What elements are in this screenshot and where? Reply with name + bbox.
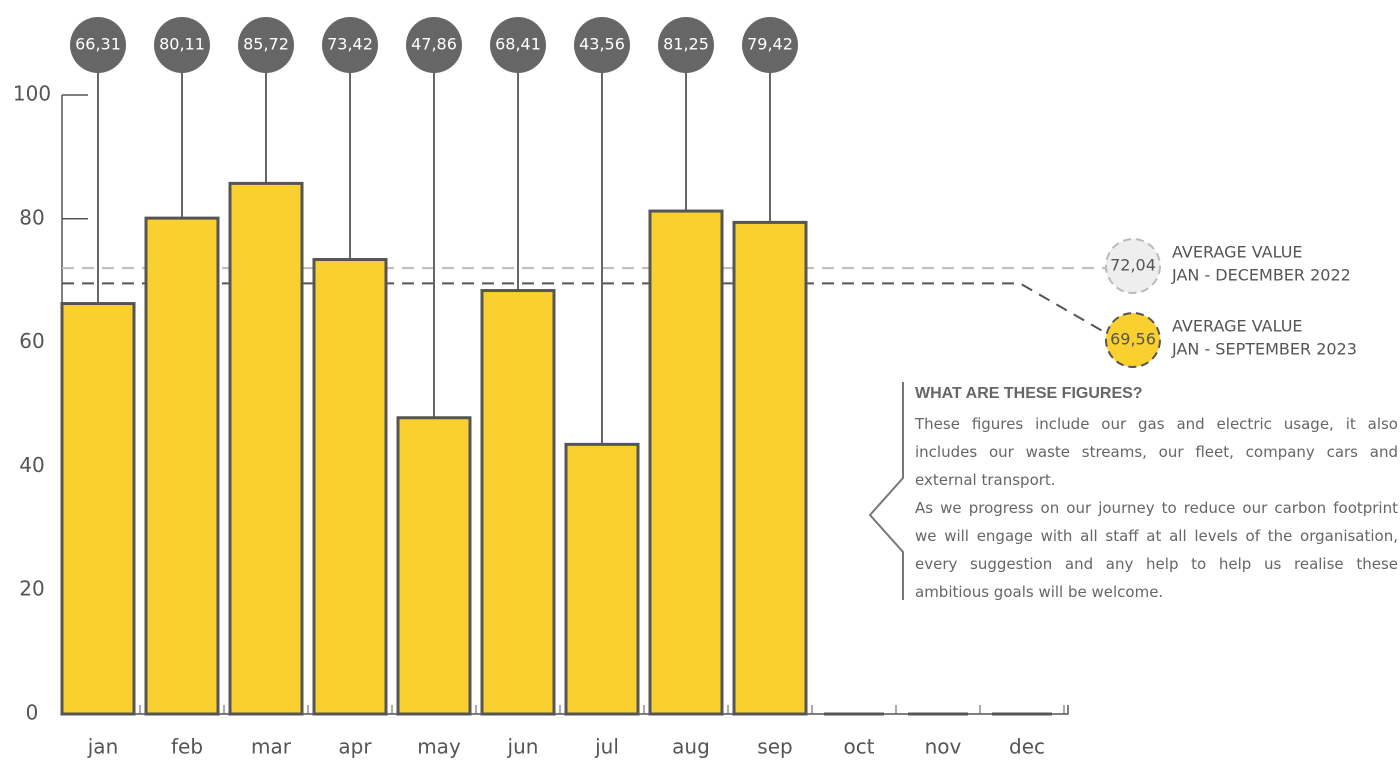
x-tick-label: oct	[843, 735, 874, 759]
x-tick-label: jun	[507, 735, 539, 759]
bar	[648, 209, 724, 716]
bar	[312, 258, 388, 716]
x-tick-label: nov	[925, 735, 962, 759]
value-label: 66,31	[75, 35, 121, 54]
y-tick-label: 20	[19, 577, 44, 601]
reference-text: AVERAGE VALUE	[1172, 317, 1303, 336]
reference-text: JAN - DECEMBER 2022	[1171, 266, 1351, 285]
value-badge	[574, 17, 630, 73]
brace	[868, 382, 904, 600]
y-tick-label: 100	[13, 82, 51, 106]
info-heading: WHAT ARE THESE FIGURES?	[915, 385, 1143, 402]
x-tick-label: feb	[171, 735, 203, 759]
reference-badge	[1105, 238, 1161, 294]
x-tick-label: mar	[251, 735, 292, 759]
value-label: 80,11	[159, 35, 205, 54]
x-tick-label: may	[417, 735, 461, 759]
x-tick-label: apr	[338, 735, 372, 759]
x-tick-label: aug	[672, 735, 710, 759]
value-badge	[322, 17, 378, 73]
value-badge	[406, 17, 462, 73]
value-label: 81,25	[663, 35, 709, 54]
x-tick-label: jan	[87, 735, 119, 759]
value-label: 43,56	[579, 35, 625, 54]
reference-label: 72,04	[1110, 256, 1156, 275]
bar	[60, 302, 136, 716]
y-tick-label: 0	[26, 701, 39, 725]
reference-text: AVERAGE VALUE	[1172, 243, 1303, 262]
y-tick-label: 60	[19, 329, 44, 353]
reference-label: 69,56	[1110, 330, 1156, 349]
value-badge	[70, 17, 126, 73]
x-tick-label: sep	[757, 735, 792, 759]
value-badge	[154, 17, 210, 73]
reference-text: JAN - SEPTEMBER 2023	[1171, 340, 1357, 359]
x-tick-label: dec	[1009, 735, 1045, 759]
value-badge	[490, 17, 546, 73]
value-badge	[238, 17, 294, 73]
value-label: 79,42	[747, 35, 793, 54]
value-label: 47,86	[411, 35, 457, 54]
reference-badge	[1105, 312, 1161, 368]
value-label: 85,72	[243, 35, 289, 54]
bar	[564, 442, 640, 716]
bar	[480, 289, 556, 716]
x-tick-label: jul	[594, 735, 619, 759]
reference-line	[62, 282, 1107, 334]
value-badge	[742, 17, 798, 73]
value-label: 68,41	[495, 35, 541, 54]
y-tick-label: 40	[19, 453, 44, 477]
value-badge	[658, 17, 714, 73]
info-paragraph: As we progress on our journey to reduce …	[915, 499, 1398, 601]
info-box: WHAT ARE THESE FIGURES? These figures in…	[915, 380, 1398, 606]
y-tick-label: 80	[19, 205, 44, 229]
bar	[228, 181, 304, 716]
bar	[144, 216, 220, 716]
info-paragraph: These figures include our gas and electr…	[915, 415, 1398, 489]
bar	[732, 220, 808, 716]
value-label: 73,42	[327, 35, 373, 54]
bar	[396, 416, 472, 716]
